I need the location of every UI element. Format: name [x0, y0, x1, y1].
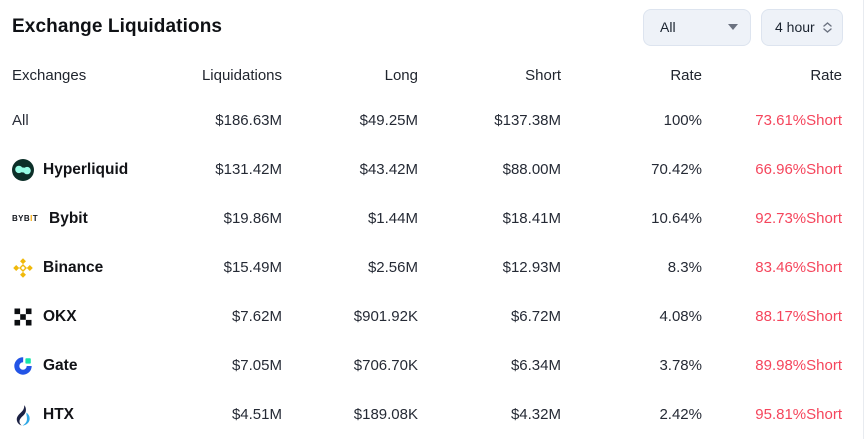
rate-value: 100% [663, 112, 702, 129]
rate-value: 10.64% [651, 210, 702, 227]
short-rate-value: 66.96%Short [755, 161, 842, 178]
table-header-row: Exchanges Liquidations Long Short Rate R… [0, 54, 863, 96]
rate-value: 3.78% [659, 357, 702, 374]
gate-icon [12, 355, 34, 377]
time-interval-select[interactable]: 4 hour [761, 8, 843, 46]
rate-value: 4.08% [659, 308, 702, 325]
long-value: $43.42M [359, 161, 418, 178]
short-rate-value: 95.81%Short [755, 406, 842, 423]
page-title: Exchange Liquidations [12, 16, 223, 37]
short-value: $4.32M [510, 406, 561, 423]
table-row: Gate $7.05M $706.70K $6.34M 3.78% 89.98%… [0, 341, 863, 390]
filter-controls: All 4 hour [643, 8, 851, 46]
exchange-filter-dropdown[interactable]: All [643, 8, 751, 46]
short-value: $6.34M [510, 357, 561, 374]
col-header-exchanges: Exchanges [12, 66, 87, 84]
exchange-name: Hyperliquid [43, 160, 129, 178]
long-value: $189.08K [353, 406, 418, 423]
col-header-liquidations: Liquidations [201, 66, 282, 84]
time-interval-value: 4 hour [775, 19, 815, 35]
long-value: $706.70K [353, 357, 418, 374]
table-row: All $186.63M $49.25M $137.38M 100% 73.61… [0, 96, 863, 145]
topbar: Exchange Liquidations All 4 hour [0, 0, 863, 54]
table-row: HTX $4.51M $189.08K $4.32M 2.42% 95.81%S… [0, 390, 863, 439]
liquidations-value: $7.62M [231, 308, 282, 325]
short-rate-value: 89.98%Short [755, 357, 842, 374]
col-header-long: Long [384, 66, 418, 84]
exchange-name: Bybit [49, 209, 88, 227]
exchange-name: Gate [43, 356, 78, 374]
short-value: $88.00M [502, 161, 561, 178]
liquidations-value: $186.63M [215, 112, 282, 129]
col-header-short: Short [525, 66, 561, 84]
short-rate-value: 83.46%Short [755, 259, 842, 276]
liquidations-value: $19.86M [223, 210, 282, 227]
long-value: $1.44M [367, 210, 418, 227]
table-row: Binance $15.49M $2.56M $12.93M 8.3% 83.4… [0, 243, 863, 292]
long-value: $901.92K [353, 308, 418, 325]
rate-value: 2.42% [659, 406, 702, 423]
okx-icon [12, 306, 34, 328]
exchange-name: Binance [43, 258, 104, 276]
liquidations-value: $4.51M [231, 406, 282, 423]
short-value: $6.72M [510, 308, 561, 325]
table-row: OKX $7.62M $901.92K $6.72M 4.08% 88.17%S… [0, 292, 863, 341]
col-header-short-rate: Rate [810, 66, 842, 84]
rate-value: 8.3% [667, 259, 702, 276]
short-rate-value: 92.73%Short [755, 210, 842, 227]
exchange-filter-value: All [660, 19, 676, 35]
long-value: $2.56M [367, 259, 418, 276]
liquidations-value: $15.49M [223, 259, 282, 276]
short-value: $137.38M [494, 112, 561, 129]
exchange-name: All [12, 112, 29, 129]
rate-value: 70.42% [651, 161, 702, 178]
short-value: $18.41M [502, 210, 561, 227]
long-value: $49.25M [359, 112, 418, 129]
bybit-logo-icon: BYBIT [12, 214, 39, 223]
short-rate-value: 73.61%Short [755, 112, 842, 129]
col-header-rate: Rate [670, 66, 702, 84]
updown-chevron-icon [823, 21, 832, 33]
binance-icon [12, 257, 34, 279]
exchange-name: OKX [43, 307, 77, 325]
liquidations-value: $7.05M [231, 357, 282, 374]
short-rate-value: 88.17%Short [755, 308, 842, 325]
hyperliquid-icon [12, 158, 34, 181]
liquidations-value: $131.42M [215, 161, 282, 178]
table-row: BYBIT Bybit $19.86M $1.44M $18.41M 10.64… [0, 194, 863, 243]
htx-icon [12, 404, 34, 426]
exchange-name: HTX [43, 405, 74, 423]
chevron-down-icon [728, 24, 738, 30]
short-value: $12.93M [502, 259, 561, 276]
table-row: Hyperliquid $131.42M $43.42M $88.00M 70.… [0, 145, 863, 194]
